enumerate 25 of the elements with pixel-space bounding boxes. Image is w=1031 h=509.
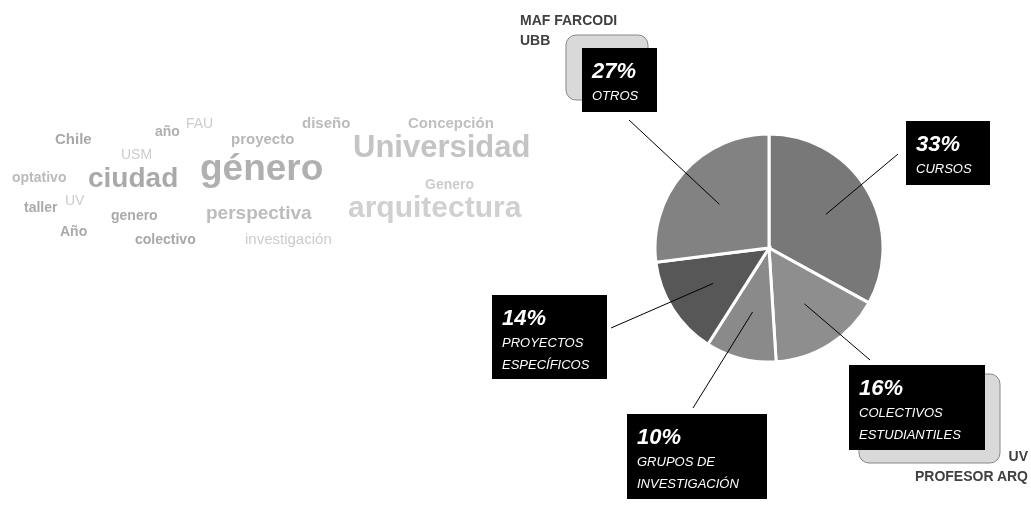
data-label: 16% xyxy=(859,375,904,400)
text: ciudad xyxy=(88,162,179,193)
slice-label: OTROS xyxy=(592,88,639,103)
text: taller xyxy=(24,199,58,215)
data-label: 10% xyxy=(637,424,682,449)
text: perspectiva xyxy=(206,202,312,223)
slice-label: GRUPOS DE INVESTIGACIÓN xyxy=(637,454,740,491)
text: proyecto xyxy=(231,130,295,147)
text: optativo xyxy=(12,169,67,185)
data-label: 14% xyxy=(502,305,547,330)
data-label: 33% xyxy=(916,131,961,156)
slice-label: CURSOS xyxy=(916,161,972,176)
text: género xyxy=(200,147,324,188)
text: diseño xyxy=(302,114,351,131)
text: Concepción xyxy=(408,114,494,131)
text: Chile xyxy=(55,130,92,147)
data-label: 27% xyxy=(591,58,637,83)
text: UV PROFESOR ARQ xyxy=(914,447,1028,486)
slice-label: PROYECTOS ESPECÍFICOS xyxy=(502,335,590,372)
text: colectivo xyxy=(135,231,196,247)
text: MAF FARCODI UBB xyxy=(520,11,618,50)
text: Año xyxy=(60,223,88,239)
text: genero xyxy=(111,207,158,223)
slice-label: COLECTIVOS ESTUDIANTILES xyxy=(859,405,962,442)
text: año xyxy=(155,123,180,139)
